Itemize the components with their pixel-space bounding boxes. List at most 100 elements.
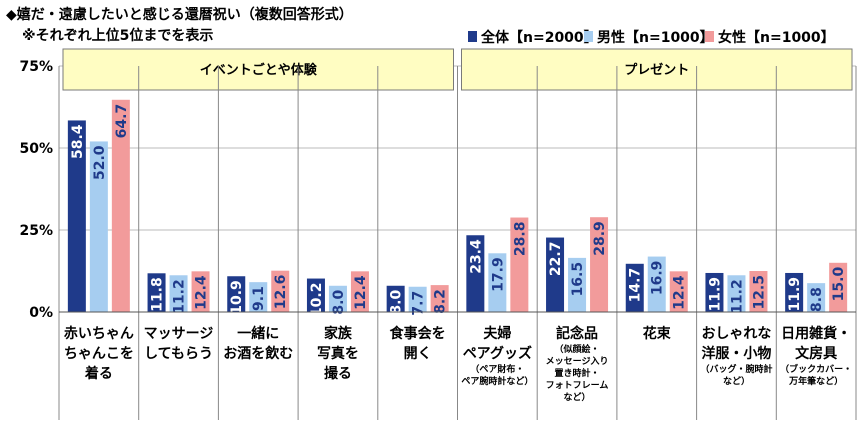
category-label: 着る xyxy=(84,365,113,382)
bar-value-label: 12.4 xyxy=(194,275,210,310)
category-label: ちゃんこを xyxy=(64,346,134,362)
bars: 58.4 11.8 10.9 10.2 8.0 23.4 22.7 14.7 11.9 11.9 5… xyxy=(67,99,848,318)
bar-value-label: 16.5 xyxy=(570,262,586,297)
category-label: 開く xyxy=(404,346,432,362)
bar xyxy=(466,235,485,312)
group-header-label: プレゼント xyxy=(624,62,689,78)
bar-value-label: 8.0 xyxy=(389,290,405,315)
bar xyxy=(169,275,188,312)
category-label: 洋服・小物 xyxy=(701,345,771,362)
category-sublabel: など） xyxy=(564,391,591,403)
category-sublabel: （ペア財布・ xyxy=(470,363,524,375)
category-sublabel: ペア腕時計など） xyxy=(461,375,533,387)
bar xyxy=(306,278,325,312)
category-sublabel: フォトフレーム xyxy=(546,380,609,391)
bar xyxy=(647,256,666,312)
bar xyxy=(249,282,268,312)
bar-value-label: 7.7 xyxy=(411,291,427,316)
group-header-box xyxy=(62,48,454,91)
group-headers: イベントごとや体験 プレゼント xyxy=(62,48,853,91)
bar xyxy=(749,271,768,312)
bar xyxy=(669,271,688,312)
bar xyxy=(271,270,290,312)
category-label: マッサージ xyxy=(144,326,214,342)
bar-value-label: 12.4 xyxy=(353,275,369,310)
bar-value-label: 11.2 xyxy=(729,279,745,314)
chart-title: ◆嬉だ・遠慮したいと感じる還暦祝い（複数回答形式） xyxy=(6,6,353,23)
bar xyxy=(590,217,609,312)
bar xyxy=(386,285,405,312)
bar xyxy=(67,120,86,312)
bar-value-label: 14.7 xyxy=(628,268,644,303)
bar-value-label: 11.8 xyxy=(150,277,166,312)
bar xyxy=(328,285,347,312)
category-label: 写真を xyxy=(317,345,359,362)
bar xyxy=(705,272,724,312)
bar-value-label: 12.4 xyxy=(672,275,688,310)
category-sublabel: 置き時計・ xyxy=(555,367,600,379)
bar-value-label: 17.9 xyxy=(490,257,506,292)
bar-value-label: 16.9 xyxy=(650,261,666,296)
bar xyxy=(785,272,804,312)
bar xyxy=(89,141,108,312)
category-label: 日用雑貨・ xyxy=(781,325,851,342)
legend: 全体【n=2000】 男性【n=1000】 女性【n=1000】 xyxy=(468,29,835,46)
bar-value-label: 15.0 xyxy=(831,267,847,302)
bar xyxy=(147,273,166,312)
category-label: 撮る xyxy=(324,365,352,382)
category-label: 夫婦 xyxy=(483,325,511,342)
group-header-label: イベントごとや体験 xyxy=(200,62,318,78)
category-label: 花束 xyxy=(643,325,672,342)
bar-value-label: 10.2 xyxy=(309,283,325,318)
y-tick-label: 50% xyxy=(19,141,53,157)
axes: 0% 25% 50% 75% xyxy=(19,59,857,420)
bar-value-label: 12.5 xyxy=(751,275,767,310)
bar-value-label: 23.4 xyxy=(468,239,484,274)
bar-value-label: 28.9 xyxy=(592,221,608,256)
bar xyxy=(546,237,565,312)
bar-value-label: 11.9 xyxy=(707,277,723,312)
bar xyxy=(807,283,826,312)
bar xyxy=(350,271,369,312)
bar xyxy=(727,275,746,312)
legend-entry: 女性【n=1000】 xyxy=(718,29,835,46)
bar-value-label: 8.2 xyxy=(433,289,449,314)
category-label: おしゃれな xyxy=(701,326,771,342)
bar-value-label: 12.6 xyxy=(273,275,289,310)
legend-entry: 全体【n=2000】 xyxy=(480,29,598,46)
category-label: ペアグッズ xyxy=(463,345,532,362)
bar xyxy=(408,286,427,312)
bar-value-label: 10.9 xyxy=(229,280,245,315)
bar xyxy=(111,99,130,312)
category-sublabel: など） xyxy=(723,375,750,387)
legend-swatch xyxy=(705,31,714,42)
category-sublabel: 万年筆など） xyxy=(788,375,843,387)
bar xyxy=(430,285,449,312)
bar xyxy=(191,271,210,312)
y-tick-label: 25% xyxy=(19,223,53,239)
bar-value-label: 22.7 xyxy=(548,242,564,277)
category-sublabel: （バッグ・腕時計 xyxy=(700,363,772,375)
bar xyxy=(227,276,246,312)
bar xyxy=(488,253,507,312)
category-sublabel: （似顔絵・ xyxy=(555,343,600,355)
chart-subtitle: ※それぞれ上位5位までを表示 xyxy=(22,27,213,44)
category-label: 家族 xyxy=(324,325,353,342)
category-label: 一緒に xyxy=(237,325,279,342)
bar-value-label: 9.1 xyxy=(251,286,267,311)
bar-value-label: 28.8 xyxy=(512,222,528,257)
y-tick-label: 75% xyxy=(19,59,53,75)
category-sublabel: メッセージ入り xyxy=(546,356,609,367)
bar xyxy=(510,217,529,312)
category-label: してもらう xyxy=(144,346,213,362)
category-label: 赤いちゃん xyxy=(64,326,134,342)
group-header-box xyxy=(461,48,853,91)
category-label: 文房具 xyxy=(795,345,837,362)
bar-value-label: 8.0 xyxy=(331,290,347,315)
legend-swatch xyxy=(468,31,477,42)
bar xyxy=(829,262,848,312)
bar xyxy=(568,257,587,312)
category-label: お酒を飲む xyxy=(223,345,293,362)
bar-value-label: 64.7 xyxy=(114,104,130,139)
